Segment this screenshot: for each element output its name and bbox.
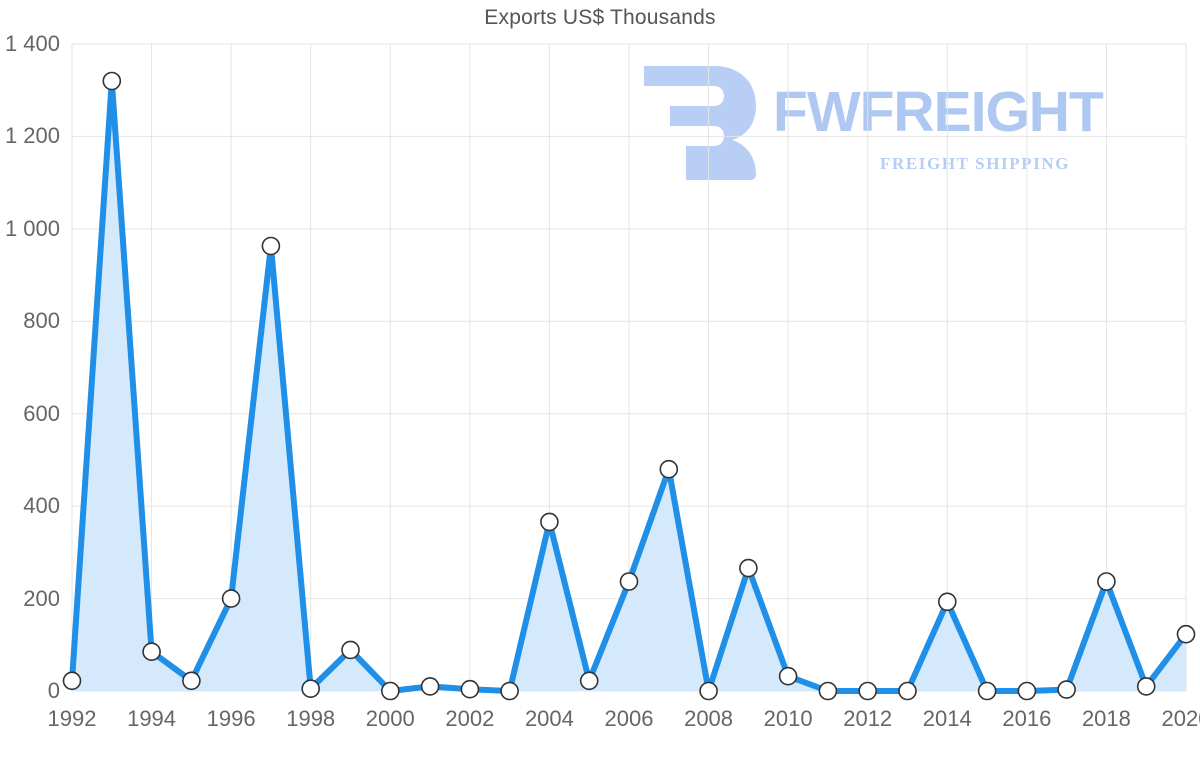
data-point-marker: [778, 666, 798, 686]
data-point-markers: [62, 71, 1196, 701]
data-point-marker: [182, 671, 201, 691]
y-axis-tick-label: 400: [23, 493, 60, 519]
x-axis-tick-label: 2020: [1161, 706, 1200, 731]
x-axis-tick-label: 2012: [843, 706, 893, 731]
x-axis-tick-label: 2016: [1002, 706, 1052, 731]
data-point-marker: [818, 681, 838, 701]
data-point-marker: [1097, 572, 1116, 591]
y-axis-tick-label: 0: [47, 678, 60, 703]
y-axis-tick-label: 1 000: [4, 215, 60, 241]
data-point-marker: [221, 589, 241, 608]
data-point-marker: [858, 681, 878, 701]
data-point-marker: [699, 681, 718, 701]
x-axis-tick-label: 2002: [445, 706, 495, 731]
x-axis-tick-label: 2014: [922, 706, 972, 731]
data-point-marker: [540, 512, 559, 532]
data-point-marker: [420, 677, 440, 696]
data-point-marker: [739, 558, 758, 578]
x-axis-tick-label: 2010: [763, 706, 813, 731]
data-point-marker: [142, 642, 161, 662]
data-point-marker: [898, 681, 917, 701]
data-point-marker: [1017, 681, 1037, 701]
x-axis-tick-label: 1992: [47, 706, 97, 731]
data-point-marker: [659, 459, 679, 479]
y-axis-tick-label: 200: [23, 585, 60, 611]
data-point-marker: [460, 679, 480, 699]
x-axis-tick-label: 2000: [365, 706, 415, 731]
data-point-marker: [301, 679, 321, 699]
x-axis-tick-label: 1994: [127, 706, 177, 731]
x-axis-tick-label: 2006: [604, 706, 654, 731]
y-axis-tick-label: 1 400: [4, 31, 60, 56]
y-axis-tick-label: 600: [23, 400, 60, 426]
data-point-marker: [937, 592, 957, 612]
data-point-marker: [500, 681, 519, 701]
x-axis-tick-label: 2008: [684, 706, 734, 731]
x-axis-tick-label: 1996: [206, 706, 256, 731]
data-point-marker: [62, 671, 82, 691]
data-point-marker: [341, 640, 360, 660]
y-axis-tick-label: 800: [23, 308, 60, 334]
data-point-marker: [1057, 680, 1076, 699]
x-axis-tick-label: 1998: [286, 706, 336, 731]
data-point-marker: [619, 572, 639, 591]
data-point-marker: [1136, 677, 1156, 696]
data-point-marker: [977, 681, 997, 701]
data-point-marker: [102, 71, 122, 91]
x-axis-tick-label: 2004: [524, 706, 574, 731]
gridlines: [71, 43, 1187, 692]
y-axis-tick-label: 1 200: [4, 123, 60, 149]
x-axis-tick-label: 2018: [1081, 706, 1131, 731]
data-point-marker: [380, 681, 400, 701]
data-point-marker: [1176, 624, 1196, 644]
chart-title: Exports US$ Thousands: [484, 6, 716, 29]
data-point-marker: [261, 236, 281, 256]
data-point-marker: [579, 671, 599, 691]
